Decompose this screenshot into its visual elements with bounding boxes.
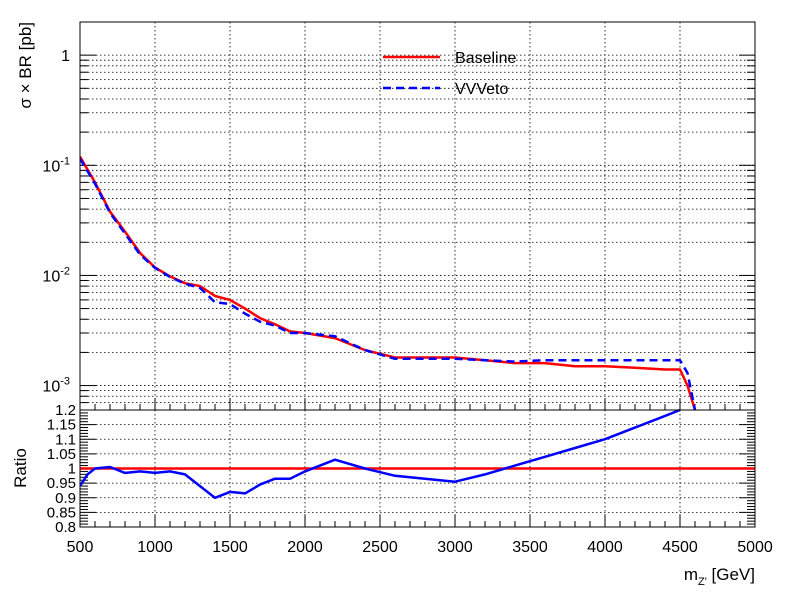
ratio-y-tick-label: 0.8 bbox=[55, 519, 76, 536]
x-tick-label: 1000 bbox=[137, 539, 173, 556]
ratio-y-tick-label: 1 bbox=[68, 461, 76, 478]
x-tick-label: 1500 bbox=[212, 539, 248, 556]
main-y-tick-label: 10-1 bbox=[42, 155, 70, 175]
legend-label-vvveto: VVVeto bbox=[455, 81, 508, 98]
ratio-y-tick-label: 1.05 bbox=[47, 446, 76, 463]
x-tick-label: 500 bbox=[67, 539, 94, 556]
main-plot-frame bbox=[79, 21, 756, 411]
ratio-y-tick-label: 1.15 bbox=[47, 417, 76, 434]
series-line-baseline bbox=[80, 155, 697, 410]
ratio-plot-frame bbox=[79, 409, 756, 528]
ratio-y-tick-label: 1.2 bbox=[55, 402, 76, 419]
ratio-plot-ticks: 500 1000 1500 2000 2500 3000 3500 4000 4500 5000 0… bbox=[47, 402, 773, 556]
legend: Baseline VVVeto bbox=[383, 50, 516, 98]
main-y-tick-label: 1 bbox=[61, 48, 70, 65]
ratio-y-tick-label: 0.95 bbox=[47, 475, 76, 492]
ratio-line-vvveto bbox=[80, 408, 681, 500]
ratio-y-axis-label: Ratio bbox=[11, 448, 30, 488]
ratio-y-tick-label: 1.1 bbox=[55, 431, 76, 448]
x-tick-label: 4000 bbox=[587, 539, 623, 556]
main-y-axis-label: σ × BR [pb] bbox=[16, 22, 35, 109]
x-tick-label: 3000 bbox=[437, 539, 473, 556]
x-axis-label: mZ' [GeV] bbox=[684, 565, 755, 588]
x-tick-label: 2500 bbox=[362, 539, 398, 556]
x-tick-label: 2000 bbox=[287, 539, 323, 556]
main-plot-grid bbox=[80, 21, 755, 411]
ratio-y-tick-label: 0.9 bbox=[55, 490, 76, 507]
x-tick-label: 3500 bbox=[512, 539, 548, 556]
series-line-vvveto bbox=[80, 157, 697, 410]
main-plot-series bbox=[80, 155, 697, 410]
main-plot-ticks: 10-3 10-2 10-1 1 bbox=[42, 21, 756, 411]
x-tick-label: 5000 bbox=[737, 539, 773, 556]
x-tick-label: 4500 bbox=[662, 539, 698, 556]
main-y-tick-label: 10-2 bbox=[42, 265, 70, 285]
ratio-y-tick-label: 0.85 bbox=[47, 504, 76, 521]
ratio-plot-series bbox=[80, 408, 755, 500]
main-y-tick-label: 10-3 bbox=[42, 376, 70, 396]
legend-label-baseline: Baseline bbox=[455, 50, 516, 67]
